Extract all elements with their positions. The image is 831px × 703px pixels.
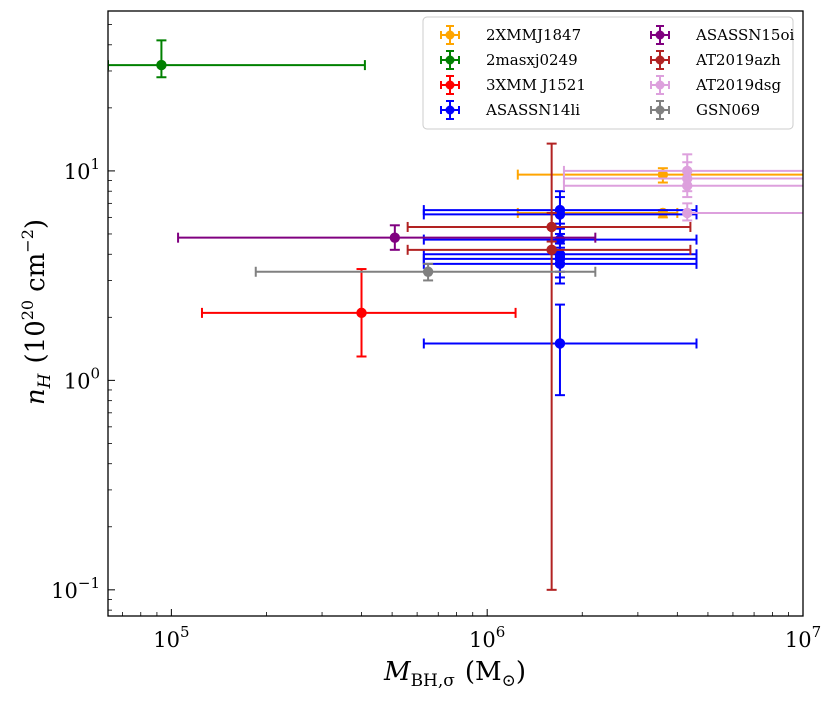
legend-label: 3XMM J1521 bbox=[486, 76, 586, 94]
y-axis-label: nH(1020cm−2) bbox=[18, 219, 55, 405]
plot-content bbox=[108, 39, 803, 591]
x-tick-exp: 7 bbox=[812, 623, 822, 641]
legend-label: AT2019dsg bbox=[695, 76, 781, 94]
data-point bbox=[422, 246, 698, 285]
legend-marker bbox=[445, 55, 455, 65]
data-point bbox=[177, 224, 597, 251]
y-tick-base: 10 bbox=[64, 369, 91, 393]
y-tick-exp: −1 bbox=[78, 574, 100, 592]
legend-marker bbox=[655, 30, 665, 40]
legend-marker bbox=[655, 55, 665, 65]
y-tick-label: 101 bbox=[64, 155, 100, 184]
legend-marker bbox=[445, 105, 455, 115]
data-marker bbox=[682, 207, 693, 219]
x-tick-label: 105 bbox=[153, 623, 189, 652]
legend-item: GSN069 bbox=[650, 100, 760, 120]
legend: 2XMMJ1847 2masxj0249 3XMM J1521 ASASSN14li A… bbox=[422, 16, 794, 130]
y-tick-label: 100 bbox=[64, 364, 100, 393]
legend-label: 2XMMJ1847 bbox=[486, 26, 581, 44]
legend-item: ASASSN15oi bbox=[650, 25, 794, 45]
x-tick-base: 10 bbox=[153, 628, 180, 652]
legend-marker bbox=[445, 80, 455, 90]
legend-item: AT2019azh bbox=[650, 50, 781, 70]
data-point bbox=[406, 142, 692, 591]
data-marker bbox=[682, 180, 693, 191]
legend-item: 3XMM J1521 bbox=[440, 75, 586, 95]
legend-marker bbox=[445, 30, 455, 40]
legend-label: AT2019azh bbox=[695, 51, 781, 69]
legend-label: ASASSN15oi bbox=[695, 26, 794, 44]
legend-box bbox=[422, 16, 794, 130]
y-tick-exp: 1 bbox=[90, 155, 100, 173]
data-point bbox=[682, 202, 803, 222]
legend-label: GSN069 bbox=[696, 101, 760, 119]
legend-item: 2masxj0249 bbox=[440, 50, 578, 70]
data-marker bbox=[389, 232, 401, 243]
data-marker bbox=[554, 258, 566, 270]
legend-label: ASASSN14li bbox=[485, 101, 580, 119]
data-point bbox=[108, 39, 366, 79]
data-point bbox=[562, 169, 803, 199]
x-axis-label: MBH,σ (M⊙) bbox=[383, 657, 526, 691]
data-point bbox=[422, 303, 698, 397]
data-marker bbox=[422, 266, 434, 277]
data-marker bbox=[156, 59, 167, 71]
y-tick-label: 10−1 bbox=[51, 574, 100, 603]
x-tick-exp: 6 bbox=[496, 623, 506, 641]
x-tick-base: 10 bbox=[785, 628, 812, 652]
data-marker bbox=[554, 209, 566, 220]
y-tick-base: 10 bbox=[51, 579, 78, 603]
x-tick-label: 107 bbox=[785, 623, 821, 652]
data-point bbox=[516, 167, 803, 184]
legend-item: ASASSN14li bbox=[440, 100, 580, 120]
data-point bbox=[254, 262, 597, 282]
data-marker bbox=[657, 169, 669, 180]
plot-frame bbox=[107, 10, 804, 617]
legend-label: 2masxj0249 bbox=[486, 51, 578, 69]
x-tick-exp: 5 bbox=[180, 623, 190, 641]
data-marker bbox=[554, 338, 566, 349]
x-tick-label: 106 bbox=[469, 623, 505, 652]
legend-item: 2XMMJ1847 bbox=[440, 25, 581, 45]
legend-item: AT2019dsg bbox=[650, 75, 781, 95]
y-tick-exp: 0 bbox=[90, 364, 100, 382]
legend-marker bbox=[655, 80, 665, 90]
data-marker bbox=[356, 307, 367, 319]
y-tick-base: 10 bbox=[64, 160, 91, 184]
x-tick-base: 10 bbox=[469, 628, 496, 652]
data-marker bbox=[546, 244, 557, 256]
data-point bbox=[200, 268, 517, 358]
legend-marker bbox=[655, 105, 665, 115]
